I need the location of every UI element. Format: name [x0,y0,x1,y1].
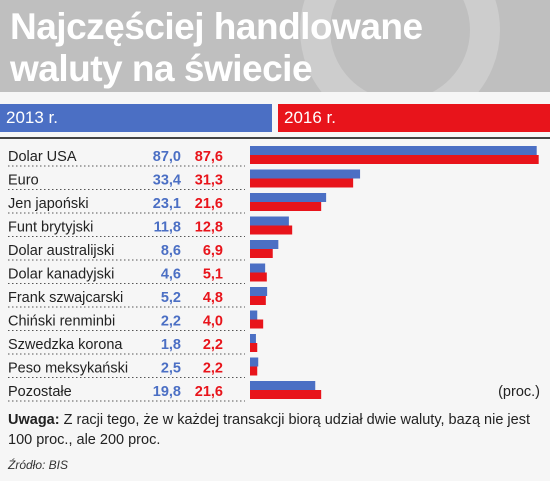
value-label-2013: 8,6 [161,243,181,259]
bar-2016 [250,390,322,399]
value-label-2016: 21,6 [195,384,223,400]
value-label-2016: 4,0 [203,314,223,330]
category-label: Chiński renminbi [8,314,115,330]
bar-2016 [250,178,354,188]
bar-2016 [250,202,322,211]
unit-label: (proc.) [498,384,540,400]
bar-2013 [250,193,327,202]
category-label: Peso meksykański [8,361,128,377]
bar-2013 [250,146,537,155]
value-label-2016: 31,3 [195,173,223,189]
bar-2016 [250,319,264,329]
category-label: Pozostałe [8,384,72,400]
background-ring-decoration [300,0,500,92]
bar-2013 [250,381,316,390]
category-label: Funt brytyjski [8,220,93,236]
note-label: Uwaga: [8,412,60,428]
legend-2016: 2016 r. [278,104,550,132]
value-label-2013: 5,2 [161,290,181,306]
value-label-2013: 23,1 [153,196,181,212]
category-label: Dolar kanadyjski [8,267,114,283]
chart-title: Najczęściej handlowane waluty na świecie [10,6,423,89]
value-label-2016: 5,1 [203,267,223,283]
bar-2016 [250,155,539,164]
value-label-2016: 21,6 [195,196,223,212]
value-label-2013: 4,6 [161,267,181,283]
value-label-2013: 19,8 [153,384,181,400]
title-banner: Najczęściej handlowane waluty na świecie [0,0,550,92]
value-label-2013: 87,0 [153,149,181,165]
bar-2016 [250,272,267,282]
value-label-2016: 87,6 [195,149,223,165]
value-label-2016: 2,2 [203,337,223,353]
category-label: Dolar USA [8,149,77,165]
bar-2013 [250,334,256,343]
bar-2013 [250,357,259,367]
category-label: Dolar australijski [8,243,114,259]
value-label-2016: 4,8 [203,290,223,306]
value-label-2016: 12,8 [195,220,223,236]
category-label: Jen japoński [8,196,89,212]
note: Uwaga: Z racji tego, że w każdej transak… [8,410,544,450]
bar-2013 [250,169,361,179]
bar-2016 [250,249,273,258]
bar-2016 [250,366,258,376]
bar-2013 [250,310,258,320]
value-label-2013: 1,8 [161,337,181,353]
bar-chart: Dolar USA 87,0 87,6 Euro 33,4 31,3 Jen japońsk… [8,146,540,402]
category-label: Frank szwajcarski [8,290,123,306]
bar-2016 [250,343,258,352]
header-divider [0,137,550,139]
bar-2013 [250,287,268,296]
source: Źródło: BIS [8,458,69,472]
bar-2013 [250,263,266,273]
value-label-2013: 11,8 [154,220,181,236]
value-label-2013: 2,2 [161,314,181,330]
value-label-2016: 6,9 [203,243,223,259]
bar-2013 [250,216,289,226]
value-label-2013: 2,5 [161,361,181,377]
bar-2016 [250,225,293,235]
legend-2013: 2013 r. [0,104,272,132]
note-text: Z racji tego, że w każdej transakcji bio… [8,412,530,448]
category-label: Euro [8,173,39,189]
value-label-2013: 33,4 [153,173,181,189]
category-label: Szwedzka korona [8,337,123,353]
bar-2013 [250,240,279,249]
bar-2016 [250,296,266,305]
value-label-2016: 2,2 [203,361,223,377]
